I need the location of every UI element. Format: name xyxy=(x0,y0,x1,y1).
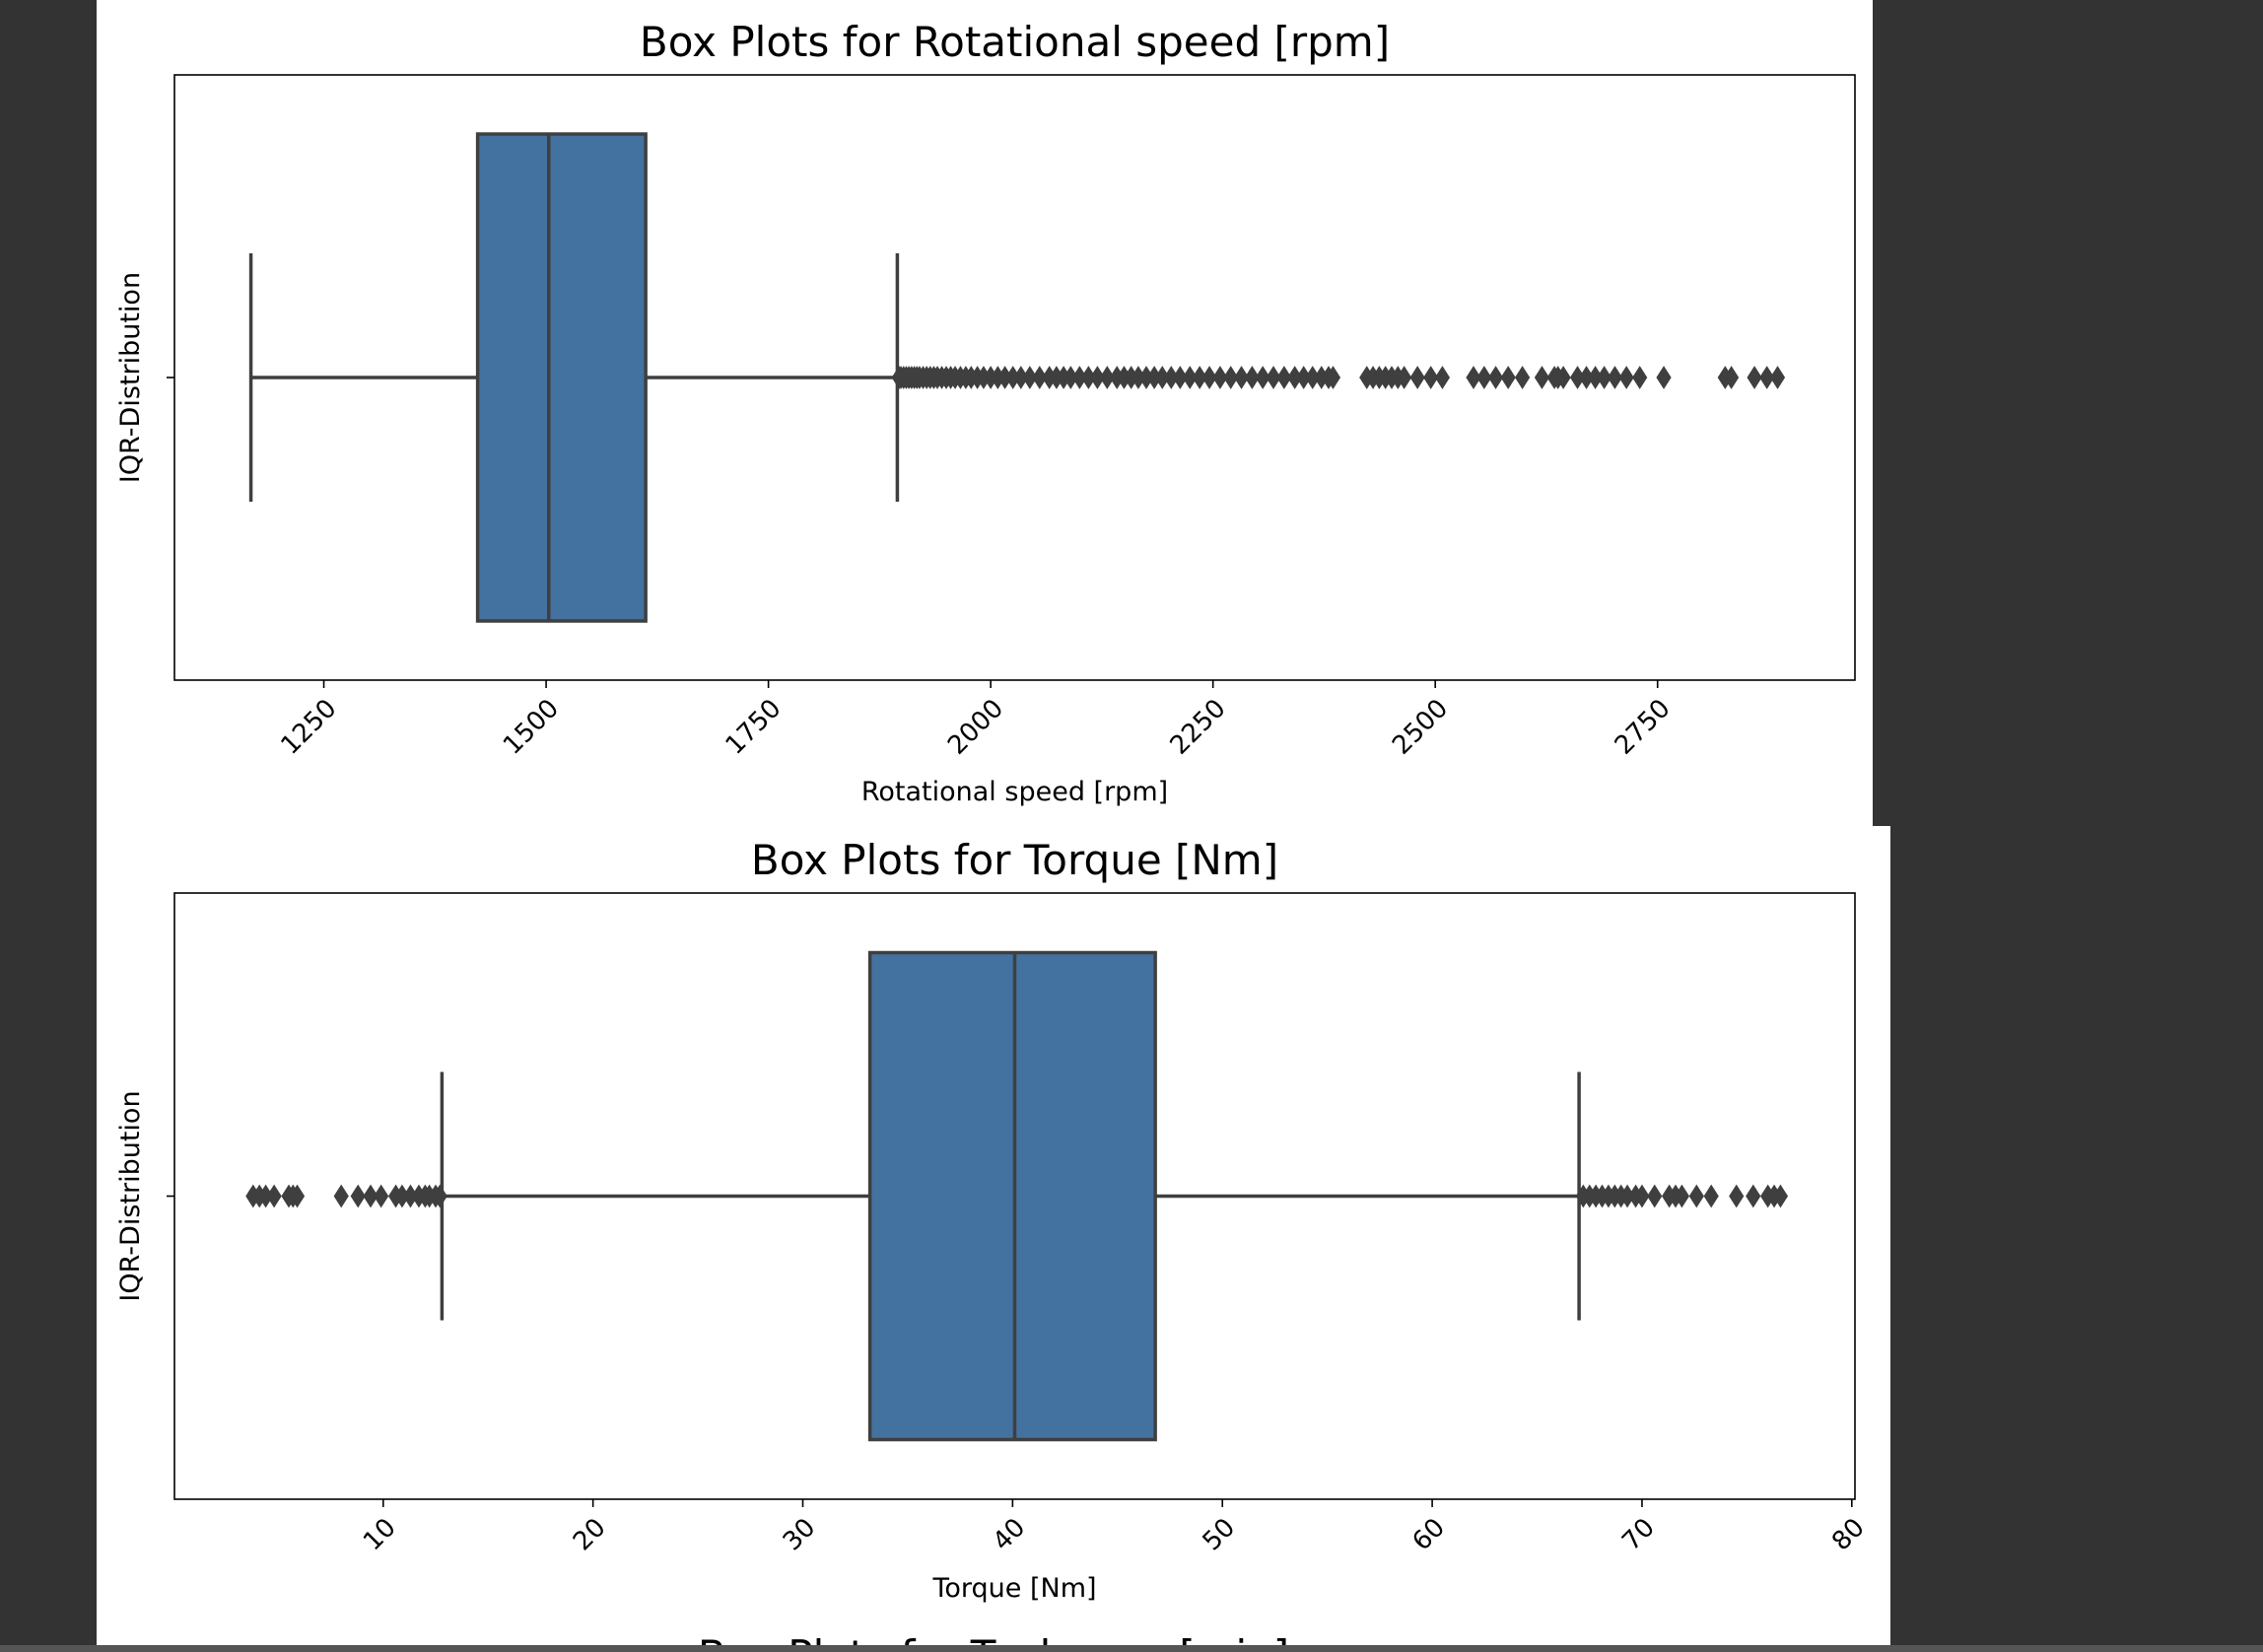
outlier-point xyxy=(333,1184,349,1208)
y-axis-label: IQR-Distribution xyxy=(115,272,146,483)
x-tick-label: 2000 xyxy=(942,694,1009,761)
outlier-point xyxy=(1244,366,1260,389)
outlier-point xyxy=(1515,366,1531,389)
outlier-point xyxy=(432,1184,447,1208)
outlier-point xyxy=(350,1184,366,1208)
x-tick-label: 1250 xyxy=(276,694,343,761)
outlier-point xyxy=(363,1184,378,1208)
outlier-point xyxy=(1434,366,1451,389)
x-tick-label: 1500 xyxy=(498,694,565,761)
chart-panel-torque: Box Plots for Torque [Nm] IQR-Distributio… xyxy=(97,826,1890,1624)
outlier-point xyxy=(1769,366,1786,389)
outlier-point xyxy=(1466,366,1481,389)
x-tick-label: 20 xyxy=(568,1513,612,1557)
outlier-point xyxy=(1500,366,1516,389)
x-tick-label: 1750 xyxy=(720,694,788,761)
bottom-edge xyxy=(0,1645,2263,1652)
outlier-point xyxy=(1688,1184,1704,1208)
x-tick-label: 2250 xyxy=(1165,694,1232,761)
rotational-speed-box-plot: Box Plots for Rotational speed [rpm] IQR-… xyxy=(115,18,1856,807)
outlier-point xyxy=(1597,366,1612,389)
outlier-point xyxy=(1759,366,1775,389)
outlier-point xyxy=(1746,1184,1761,1208)
x-tick-label: 60 xyxy=(1406,1513,1451,1557)
outlier-point xyxy=(1212,366,1228,389)
x-tick-label: 2750 xyxy=(1610,694,1677,761)
outlier-point xyxy=(1201,366,1217,389)
outlier-point xyxy=(1223,366,1239,389)
x-tick-label: 30 xyxy=(778,1513,822,1557)
outlier-point xyxy=(1618,366,1634,389)
torque-box-plot: Box Plots for Torque [Nm] IQR-Distributio… xyxy=(115,836,1871,1604)
outlier-point xyxy=(1266,366,1281,389)
outlier-point xyxy=(1703,1184,1719,1208)
outlier-point xyxy=(289,1184,306,1208)
outlier-point xyxy=(374,1184,389,1208)
x-tick-label: 2500 xyxy=(1387,694,1454,761)
x-tick-label: 70 xyxy=(1616,1513,1661,1557)
outlier-point xyxy=(1634,1184,1650,1208)
outlier-point xyxy=(1729,1184,1745,1208)
outlier-point xyxy=(1555,366,1571,389)
chart-title: Box Plots for Torque [Nm] xyxy=(751,836,1278,884)
outlier-point xyxy=(1647,1184,1663,1208)
outlier-point xyxy=(1325,366,1341,389)
outlier-point xyxy=(1276,366,1292,389)
x-tick-label: 10 xyxy=(358,1513,402,1557)
chart-panel-rotational-speed: Box Plots for Rotational speed [rpm] IQR-… xyxy=(97,0,1873,826)
outlier-point xyxy=(1607,366,1623,389)
y-axis-label: IQR-Distribution xyxy=(115,1090,146,1301)
outlier-point xyxy=(1674,1184,1689,1208)
outlier-point xyxy=(1409,366,1425,389)
outlier-point xyxy=(1233,366,1250,389)
outlier-point xyxy=(1656,366,1672,389)
iqr-box xyxy=(475,132,648,623)
outlier-point xyxy=(1632,366,1648,389)
x-axis-label: Torque [Nm] xyxy=(931,1573,1096,1604)
outlier-point xyxy=(1476,366,1492,389)
iqr-box xyxy=(867,950,1157,1442)
x-tick-label: 50 xyxy=(1198,1513,1242,1557)
outlier-point xyxy=(1487,366,1504,389)
x-tick-label: 80 xyxy=(1826,1513,1871,1557)
chart-title: Box Plots for Rotational speed [rpm] xyxy=(640,18,1390,66)
outlier-point xyxy=(1397,366,1412,389)
x-axis-label: Rotational speed [rpm] xyxy=(861,777,1168,807)
outlier-point xyxy=(1747,366,1762,389)
outlier-point xyxy=(1534,366,1550,389)
outlier-point xyxy=(1724,366,1740,389)
outlier-point xyxy=(1255,366,1270,389)
outlier-point xyxy=(1423,366,1439,389)
outlier-point xyxy=(266,1184,282,1208)
outlier-point xyxy=(1772,1184,1789,1208)
x-tick-label: 40 xyxy=(988,1513,1032,1557)
